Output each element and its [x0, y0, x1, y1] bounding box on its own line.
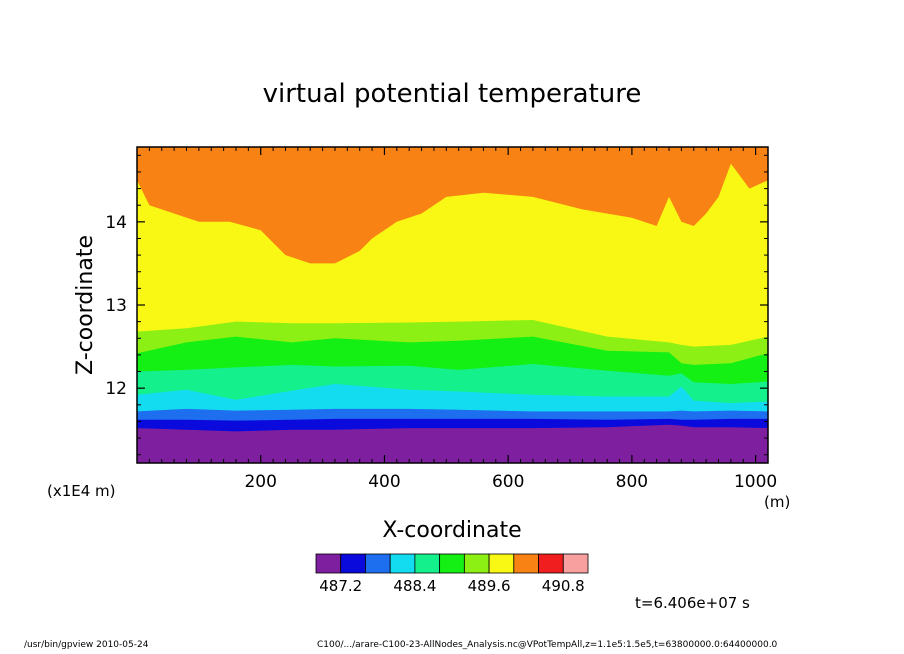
x-tick-label: 200 [244, 472, 276, 492]
colorbar-swatch [513, 553, 539, 574]
time-stamp: t=6.406e+07 s [635, 594, 750, 612]
y-axis-unit: (x1E4 m) [47, 482, 116, 500]
colorbar-swatch [389, 553, 416, 574]
chart-title: virtual potential temperature [263, 79, 642, 109]
x-tick-label: 400 [368, 472, 400, 492]
contour-field [137, 147, 768, 463]
colorbar-tick-label: 488.4 [393, 577, 436, 595]
colorbar-swatch [315, 553, 342, 574]
colorbar-swatch [414, 553, 441, 574]
colorbar-tick-label: 489.6 [468, 577, 511, 595]
footer-data-source: C100/.../arare-C100-23-AllNodes_Analysis… [317, 640, 778, 650]
x-axis-unit: (m) [764, 493, 790, 511]
colorbar-swatch [365, 553, 391, 574]
colorbar: 487.2 488.4 489.6 490.8 [315, 553, 589, 595]
colorbar-swatch [439, 553, 465, 574]
footer-program-date: /usr/bin/gpview 2010-05-24 [24, 640, 149, 650]
y-tick-label: 13 [105, 296, 127, 316]
x-tick-label: 600 [492, 472, 524, 492]
contour-band-8 [137, 147, 768, 264]
y-tick-label: 12 [105, 379, 127, 399]
colorbar-swatch [538, 553, 564, 574]
colorbar-tick-label: 487.2 [319, 577, 362, 595]
y-axis-label: Z-coordinate [73, 235, 98, 375]
colorbar-swatch [340, 553, 366, 574]
axis-ticks: 200 400 600 800 1000 12 13 14 [105, 147, 777, 492]
colorbar-swatch [463, 553, 490, 574]
x-tick-label: 800 [616, 472, 648, 492]
colorbar-swatch [488, 553, 515, 574]
x-axis-label: X-coordinate [382, 518, 521, 543]
colorbar-tick-label: 490.8 [542, 577, 585, 595]
colorbar-swatch [562, 553, 589, 574]
y-tick-label: 14 [105, 213, 127, 233]
x-tick-label: 1000 [734, 472, 777, 492]
